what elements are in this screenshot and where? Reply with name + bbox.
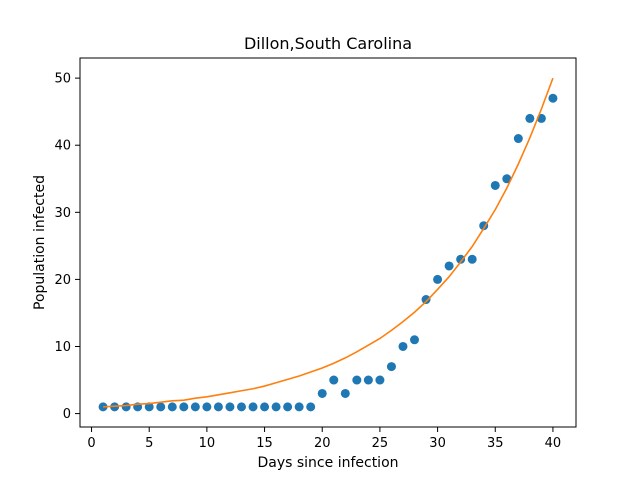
data-point [306,402,316,412]
data-point [490,180,500,190]
data-point [271,402,281,412]
x-tick-label: 30 [429,436,446,451]
data-point [548,93,558,103]
plot-frame [79,57,577,428]
data-point [236,402,246,412]
data-point [190,402,200,412]
data-point [352,375,362,385]
data-point [433,274,443,284]
y-tick-label: 0 [63,407,71,422]
data-point [398,341,408,351]
data-point [225,402,235,412]
x-tick-label: 15 [256,436,273,451]
data-point [121,402,131,412]
data-point [329,375,339,385]
y-tick-label: 30 [54,206,71,221]
data-point [375,375,385,385]
data-point [156,402,166,412]
data-point [179,402,189,412]
data-point [144,402,154,412]
data-point [294,402,304,412]
data-point [525,113,535,123]
data-point [363,375,373,385]
data-point [202,402,212,412]
x-tick-label: 20 [314,436,331,451]
data-point [167,402,177,412]
x-tick-label: 25 [372,436,389,451]
x-axis: 0 5 10 15 20 25 30 35 40 [87,427,561,451]
data-point [386,362,396,372]
data-point [444,261,454,271]
x-axis-label: Days since infection [257,455,398,471]
data-point [248,402,258,412]
data-point [98,402,108,412]
y-axis: 0 10 20 30 40 50 [54,72,80,422]
plot-area [98,77,558,412]
data-point [502,174,512,184]
y-tick-label: 40 [54,139,71,154]
fit-line [103,77,554,408]
y-axis-label: Population infected [32,175,48,310]
x-tick-label: 35 [487,436,504,451]
x-tick-label: 5 [145,436,153,451]
data-point [421,295,431,305]
data-point [467,254,477,264]
chart-title: Dillon,South Carolina [244,34,412,53]
data-point [317,388,327,398]
data-point [283,402,293,412]
data-point [213,402,223,412]
y-tick-label: 20 [54,273,71,288]
data-point [456,254,466,264]
x-tick-label: 0 [87,436,95,451]
data-point [513,134,523,144]
y-tick-label: 10 [54,340,71,355]
x-tick-label: 40 [545,436,562,451]
data-point [410,335,420,345]
data-point [340,388,350,398]
x-tick-label: 10 [199,436,216,451]
data-point [260,402,270,412]
y-tick-label: 50 [54,72,71,87]
